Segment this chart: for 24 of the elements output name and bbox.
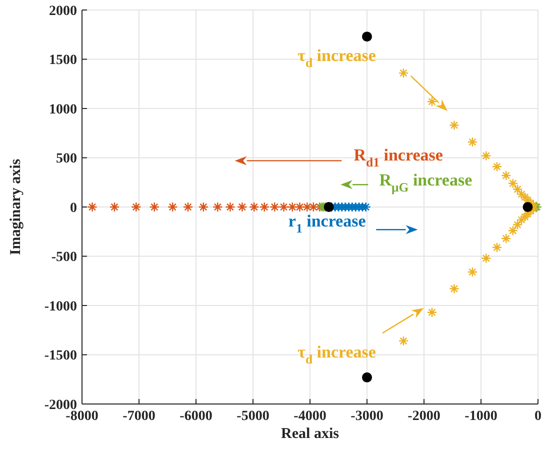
annotation: τ$_{d}$ increase	[298, 342, 376, 367]
y-axis-title: Imaginary axis	[8, 158, 24, 256]
x-tick-label: -1000	[464, 409, 498, 424]
y-tick-label: -1500	[44, 348, 77, 364]
x-tick-label: -2000	[408, 409, 440, 424]
x-tick-label: -8000	[66, 409, 98, 424]
x-axis-title: Real axis	[281, 426, 340, 442]
x-tick-label: -3000	[350, 409, 384, 424]
y-tick-label: -500	[51, 250, 77, 266]
annotation: τ$_{d}$ increase	[298, 46, 376, 70]
x-tick-label: -4000	[294, 409, 326, 424]
y-tick-label: 2000	[49, 4, 77, 19]
annotation: R$_{d1}$ increase	[354, 146, 444, 170]
y-tick-label: -1000	[44, 299, 77, 314]
y-tick-label: 500	[56, 152, 77, 167]
annotation: r$_{1}$ increase	[288, 212, 366, 236]
x-tick-label: -7000	[122, 409, 156, 424]
y-tick-label: 0	[70, 200, 77, 216]
x-tick-label: -5000	[236, 409, 270, 424]
y-tick-label: 1500	[49, 53, 77, 68]
x-tick-label: -6000	[180, 409, 212, 424]
y-tick-label: 1000	[49, 102, 77, 118]
x-tick-label: 0	[534, 409, 542, 424]
annotation: R$_{μG}$ increase	[379, 170, 473, 194]
